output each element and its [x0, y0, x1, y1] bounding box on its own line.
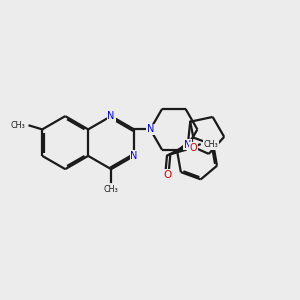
Text: CH₃: CH₃	[104, 185, 119, 194]
Text: CH₃: CH₃	[203, 140, 218, 149]
Text: O: O	[189, 143, 197, 153]
Text: N: N	[184, 140, 191, 150]
Text: N: N	[147, 124, 154, 134]
Text: CH₃: CH₃	[11, 121, 25, 130]
Text: N: N	[130, 151, 138, 161]
Text: N: N	[107, 111, 115, 121]
Text: O: O	[163, 169, 171, 180]
